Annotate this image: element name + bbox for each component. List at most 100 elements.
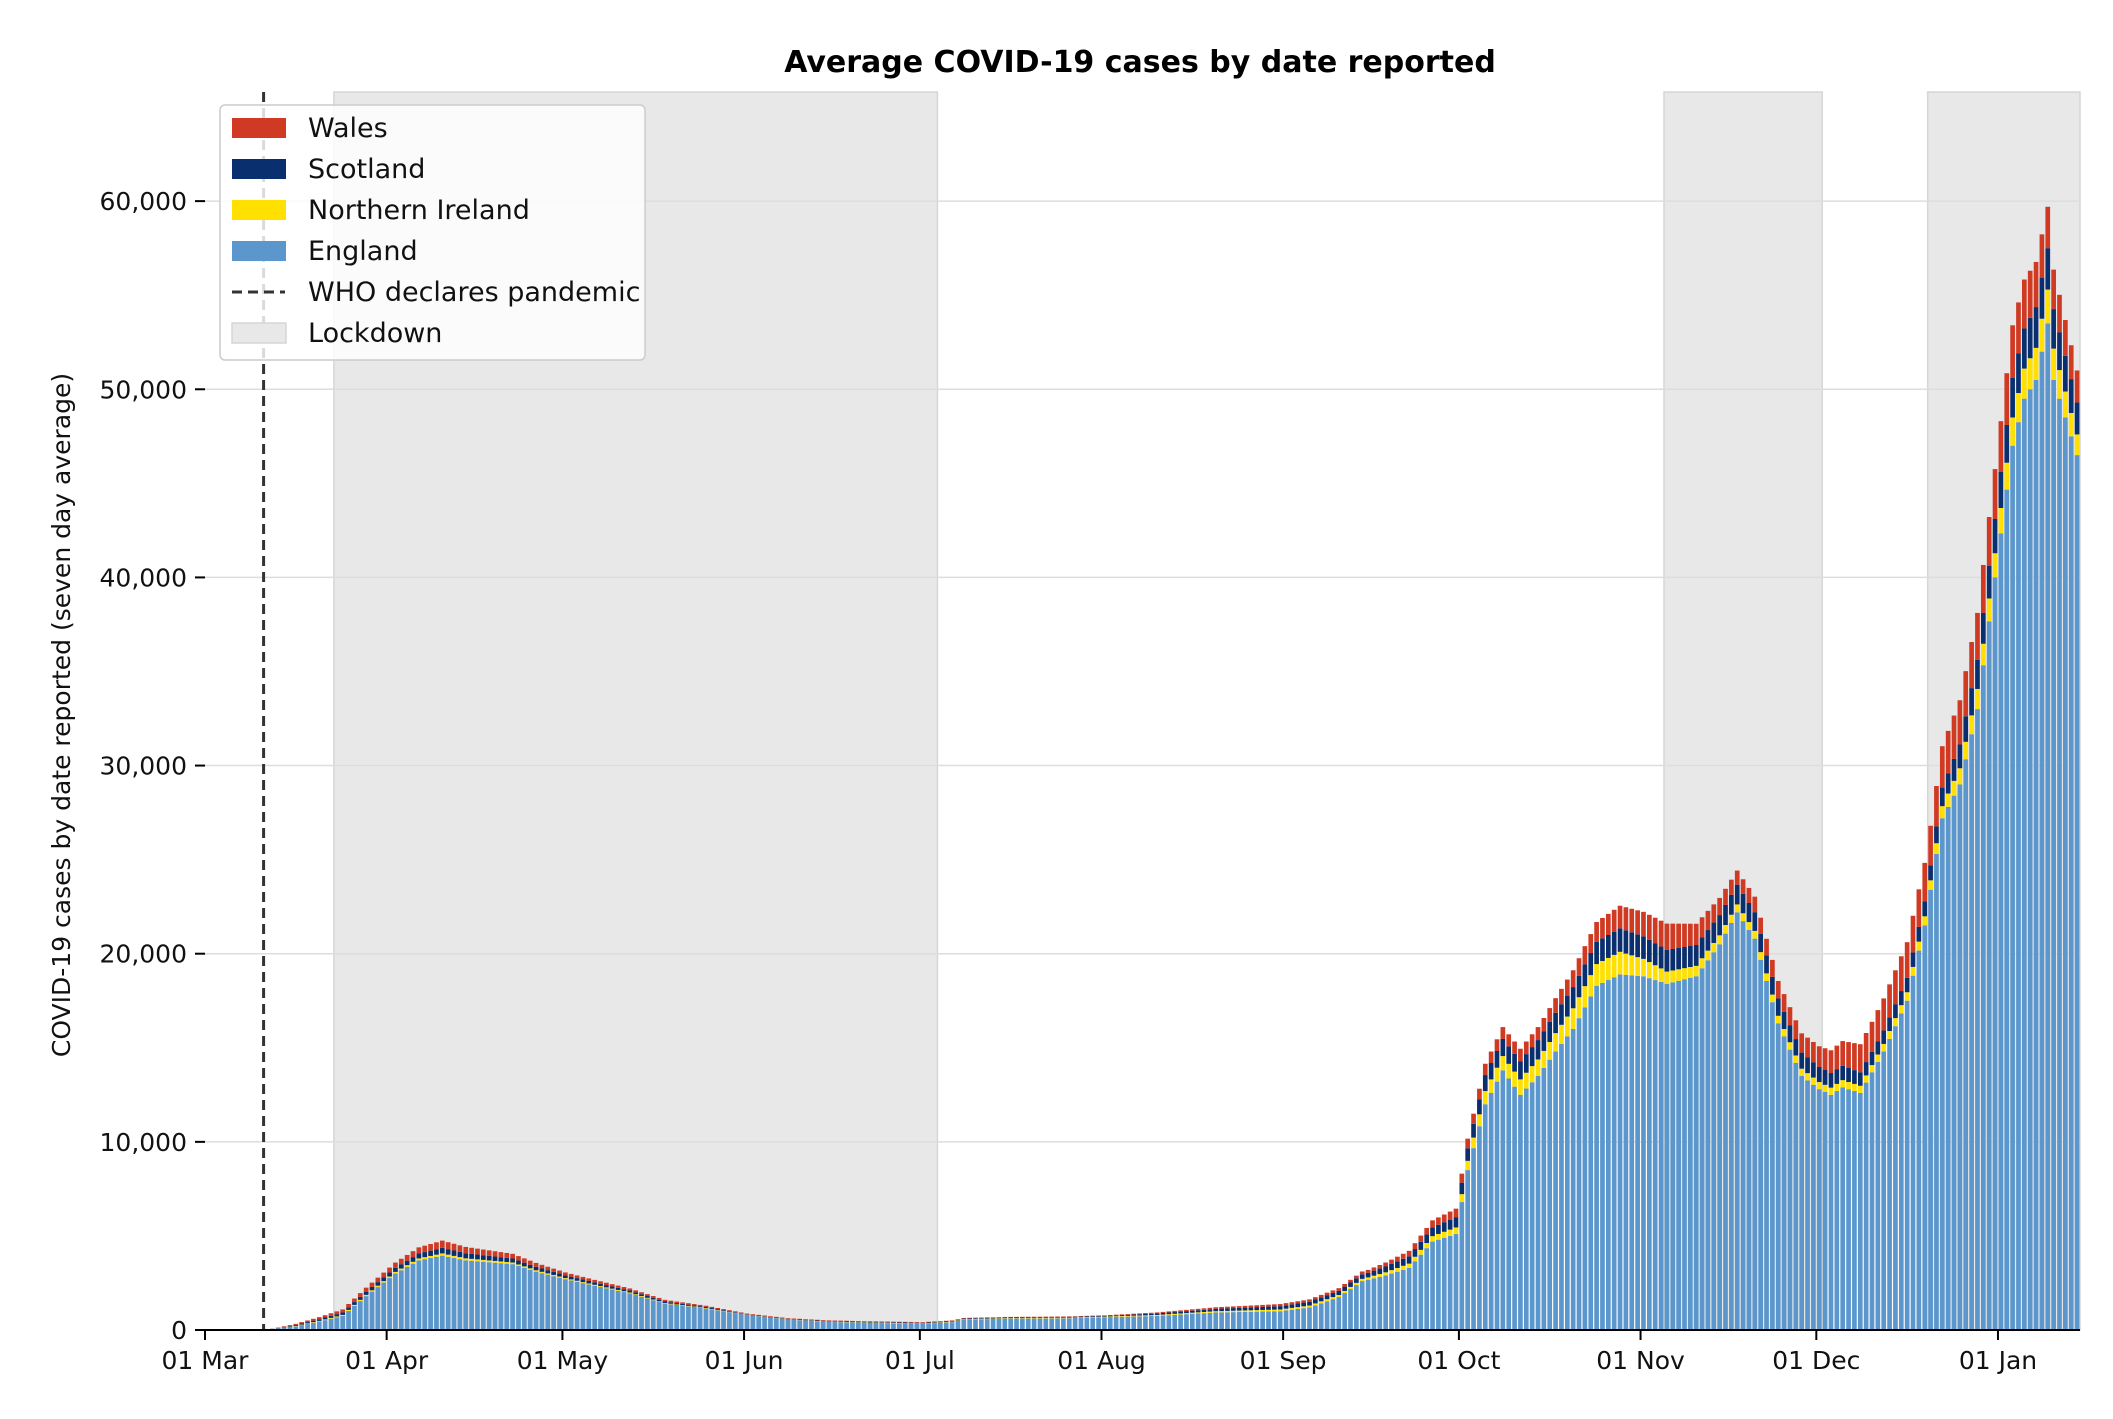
bar-scotland-day-88	[785, 1318, 791, 1320]
bar-wales-day-177	[1307, 1299, 1312, 1302]
bar-england-day-305	[2057, 398, 2062, 1330]
bar-england-day-187	[1365, 1279, 1371, 1330]
bar-northern-ireland-day-9	[322, 1319, 328, 1321]
bar-northern-ireland-day-250	[1734, 904, 1740, 913]
bar-england-day-105	[885, 1323, 890, 1330]
bar-wales-day-21	[393, 1262, 398, 1268]
bar-england-day-67	[662, 1303, 668, 1330]
bar-england-day-113	[932, 1323, 937, 1330]
bar-northern-ireland-day-256	[1770, 994, 1775, 1003]
bar-england-day-230	[1617, 974, 1623, 1330]
bar-scotland-day-174	[1289, 1304, 1295, 1308]
x-tick-label-6: 01 Sep	[1240, 1346, 1327, 1375]
bar-scotland-day-65	[650, 1297, 656, 1300]
bar-scotland-day-218	[1547, 1021, 1553, 1043]
bar-scotland-day-270	[1852, 1070, 1857, 1084]
bar-england-day-53	[580, 1283, 586, 1330]
bar-england-day-185	[1354, 1285, 1359, 1330]
bar-northern-ireland-day-282	[1922, 916, 1928, 926]
bar-northern-ireland-day-276	[1887, 1031, 1892, 1039]
bar-scotland-day-197	[1424, 1234, 1430, 1244]
bar-northern-ireland-day-177	[1307, 1305, 1312, 1308]
bar-northern-ireland-day-7	[311, 1322, 316, 1323]
bar-wales-day-145	[1119, 1314, 1125, 1316]
bar-wales-day-189	[1377, 1264, 1383, 1269]
bar-england-day-61	[627, 1293, 633, 1330]
bar-wales-day-192	[1395, 1256, 1400, 1262]
bar-wales-day-237	[1658, 920, 1664, 947]
bar-england-day-79	[732, 1313, 738, 1330]
bar-northern-ireland-day-204	[1465, 1160, 1471, 1171]
bar-scotland-day-35	[475, 1254, 480, 1260]
bar-northern-ireland-day-176	[1301, 1306, 1306, 1309]
bar-wales-day-68	[668, 1300, 674, 1303]
bar-northern-ireland-day-266	[1828, 1087, 1834, 1095]
bar-scotland-day-249	[1729, 894, 1734, 915]
bar-northern-ireland-day-42	[516, 1264, 521, 1267]
bar-northern-ireland-day-48	[551, 1274, 556, 1277]
bar-northern-ireland-day-16	[363, 1294, 369, 1297]
bar-scotland-day-230	[1617, 928, 1623, 952]
bar-wales-day-234	[1641, 911, 1646, 937]
bar-scotland-day-13	[346, 1307, 351, 1310]
bar-northern-ireland-day-193	[1400, 1265, 1406, 1270]
legend-label-1: Scotland	[308, 154, 425, 185]
bar-wales-day-127	[1014, 1316, 1019, 1318]
y-tick-label-6: 60,000	[100, 187, 187, 216]
bar-scotland-day-118	[961, 1318, 967, 1320]
bar-england-day-299	[2021, 398, 2027, 1330]
bar-scotland-day-133	[1049, 1317, 1055, 1318]
bar-scotland-day-119	[967, 1318, 972, 1320]
y-tick-label-2: 20,000	[100, 940, 187, 969]
bar-england-day-129	[1025, 1318, 1031, 1330]
bar-england-day-130	[1031, 1318, 1037, 1330]
bar-northern-ireland-day-300	[2027, 358, 2033, 390]
bar-england-day-180	[1324, 1301, 1330, 1330]
bar-england-day-178	[1313, 1305, 1318, 1330]
bar-northern-ireland-day-269	[1846, 1082, 1851, 1090]
bar-wales-day-291	[1975, 612, 1980, 660]
bar-scotland-day-183	[1342, 1286, 1347, 1291]
bar-northern-ireland-day-8	[316, 1320, 322, 1322]
bar-scotland-day-297	[2010, 377, 2015, 418]
bar-wales-day-41	[510, 1253, 515, 1259]
bar-england-day-268	[1840, 1087, 1846, 1330]
bar-northern-ireland-day-14	[352, 1304, 357, 1307]
bar-england-day-146	[1125, 1316, 1131, 1330]
bar-wales-day-91	[803, 1319, 808, 1320]
bar-england-day-291	[1975, 709, 1980, 1330]
bar-wales-day-282	[1922, 862, 1928, 902]
bar-scotland-day-176	[1301, 1302, 1306, 1307]
bar-scotland-day-28	[434, 1249, 439, 1255]
bar-england-day-149	[1143, 1316, 1148, 1330]
bar-scotland-day-272	[1863, 1062, 1869, 1076]
bar-wales-day-149	[1143, 1313, 1148, 1314]
bar-scotland-day-251	[1740, 893, 1746, 914]
bar-wales-day-75	[709, 1306, 715, 1309]
bar-wales-day-57	[604, 1282, 609, 1286]
x-tick-label-7: 01 Oct	[1417, 1346, 1500, 1375]
bar-northern-ireland-day-219	[1553, 1033, 1558, 1052]
bar-england-day-63	[639, 1296, 644, 1330]
bar-northern-ireland-day-58	[609, 1288, 615, 1290]
bar-england-day-45	[533, 1271, 539, 1330]
bar-wales-day-37	[486, 1250, 492, 1256]
bar-england-day-270	[1852, 1091, 1857, 1330]
bar-england-day-111	[920, 1323, 926, 1330]
bar-northern-ireland-day-188	[1371, 1275, 1377, 1279]
bar-scotland-day-69	[674, 1303, 680, 1305]
bar-northern-ireland-day-260	[1793, 1055, 1799, 1063]
bar-northern-ireland-day-212	[1512, 1071, 1517, 1087]
bar-wales-day-64	[645, 1294, 650, 1297]
bar-wales-day-302	[2039, 234, 2045, 278]
bar-england-day-214	[1523, 1088, 1529, 1330]
bar-wales-day-277	[1893, 970, 1898, 1005]
bar-england-day-145	[1119, 1316, 1125, 1330]
bar-wales-day-48	[551, 1268, 556, 1272]
bar-england-day-248	[1723, 933, 1728, 1330]
x-tick-label-5: 01 Aug	[1057, 1346, 1146, 1375]
bar-england-day-165	[1236, 1312, 1242, 1330]
bar-northern-ireland-day-274	[1875, 1054, 1881, 1062]
bar-scotland-day-229	[1611, 931, 1617, 955]
bar-england-day-37	[486, 1262, 492, 1330]
